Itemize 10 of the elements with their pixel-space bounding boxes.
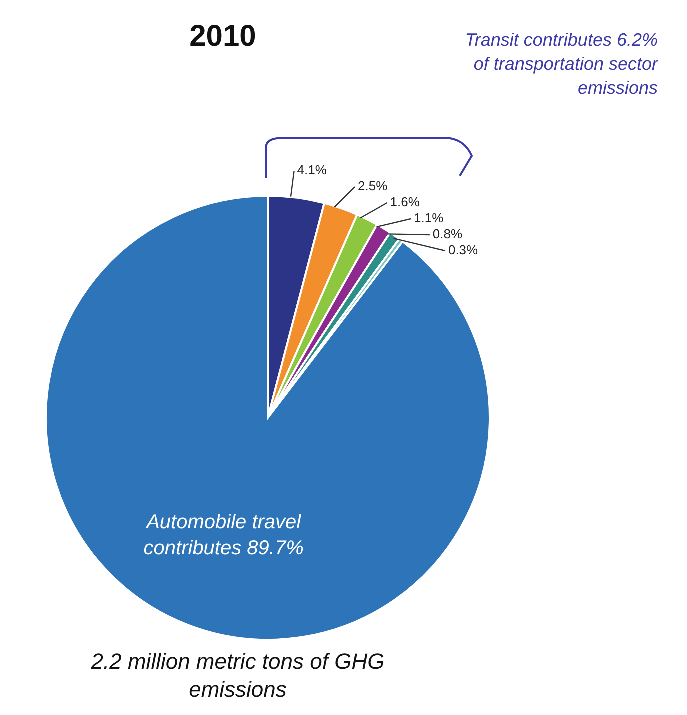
- data-label: 4.1%: [297, 162, 328, 178]
- data-label: 0.3%: [448, 242, 479, 258]
- text: 2.2 million metric tons of GHG emissions: [90, 648, 386, 704]
- data-label: 2.5%: [358, 178, 388, 194]
- data-label: 0.8%: [432, 226, 463, 242]
- data-label: 1.6%: [390, 194, 420, 210]
- text: Transit contributes 6.2% of transportation sector emissions: [464, 29, 658, 100]
- data-label: 1.1%: [414, 210, 444, 226]
- data-label: Automobile travel contributes 89.7%: [144, 512, 304, 560]
- chart-title: 2010: [188, 20, 258, 54]
